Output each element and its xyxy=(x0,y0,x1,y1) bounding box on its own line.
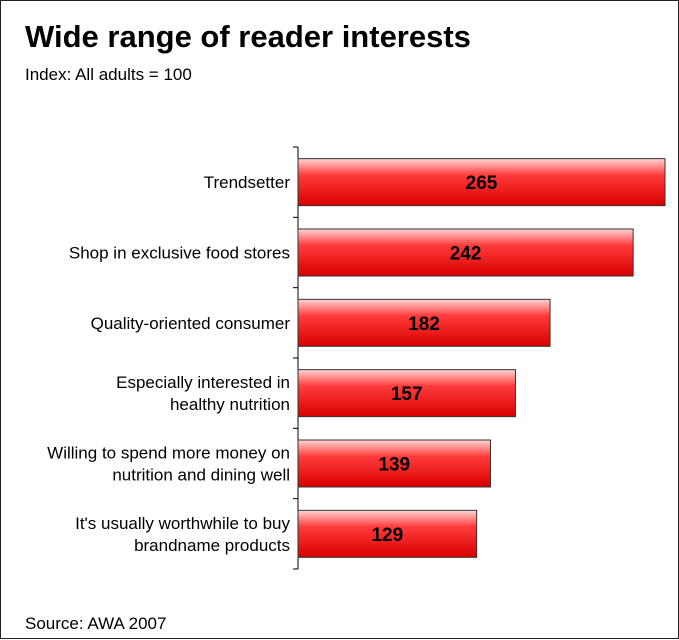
bar xyxy=(297,509,478,558)
bar xyxy=(297,298,551,347)
data-label: 129 xyxy=(371,525,403,546)
data-label: 242 xyxy=(450,244,482,265)
category-label: It's usually worthwhile to buy xyxy=(75,514,290,533)
chart-subtitle: Index: All adults = 100 xyxy=(25,65,192,84)
category-label: brandname products xyxy=(134,536,290,555)
category-label: Willing to spend more money on xyxy=(47,444,290,463)
bar xyxy=(297,158,666,207)
bar xyxy=(297,439,492,488)
data-label: 182 xyxy=(408,314,440,335)
chart-title: Wide range of reader interests xyxy=(25,19,471,54)
bar xyxy=(297,369,516,418)
chart-source: Source: AWA 2007 xyxy=(25,614,167,633)
bar xyxy=(297,228,634,277)
category-label: Quality-oriented consumer xyxy=(91,314,291,333)
data-label: 265 xyxy=(466,173,498,194)
category-label: healthy nutrition xyxy=(170,395,290,414)
category-label: Trendsetter xyxy=(204,173,291,192)
data-label: 139 xyxy=(378,455,410,476)
data-label: 157 xyxy=(391,384,423,405)
category-label: Shop in exclusive food stores xyxy=(69,244,290,263)
category-label: nutrition and dining well xyxy=(112,466,290,485)
category-label: Especially interested in xyxy=(116,373,290,392)
